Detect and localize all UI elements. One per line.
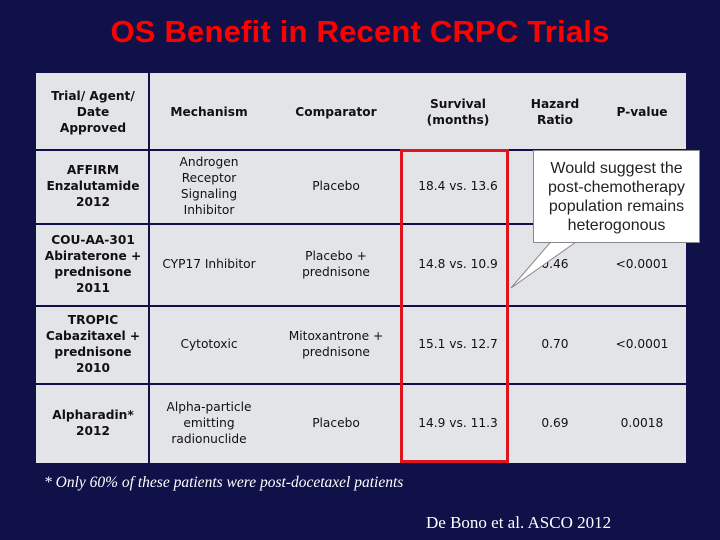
row4-pvalue: 0.0018: [620, 416, 664, 430]
row4-hazard-ratio: 0.69: [541, 416, 569, 430]
header-hazard-ratio: Hazard Ratio: [530, 97, 580, 127]
row2-comparator: Placebo + prednisone: [302, 249, 370, 279]
row2-trial: COU-AA-301 Abiraterone + prednisone 2011: [44, 233, 142, 295]
row3-hazard-ratio: 0.70: [541, 337, 569, 351]
footnote: * Only 60% of these patients were post-d…: [44, 474, 404, 491]
row4-comparator: Placebo: [312, 416, 360, 430]
row2-mechanism: CYP17 Inhibitor: [162, 257, 256, 271]
row4-survival: 14.9 vs. 11.3: [418, 416, 498, 430]
row3-pvalue: <0.0001: [615, 337, 669, 351]
column-divider: [148, 73, 150, 463]
row1-survival: 18.4 vs. 13.6: [418, 179, 498, 193]
row3-comparator: Mitoxantrone + prednisone: [288, 329, 384, 359]
survival-highlight-box: [400, 149, 509, 463]
slide-title: OS Benefit in Recent CRPC Trials: [110, 14, 610, 49]
row1-mechanism: Androgen Receptor Signaling Inhibitor: [179, 155, 239, 217]
header-mechanism: Mechanism: [170, 105, 248, 119]
row-divider: [36, 223, 686, 225]
row2-pvalue: <0.0001: [615, 257, 669, 271]
row1-comparator: Placebo: [312, 179, 360, 193]
row-divider: [36, 383, 686, 385]
trials-table: Trial/ Agent/ Date Approved Mechanism Co…: [36, 73, 686, 463]
row2-survival: 14.8 vs. 10.9: [418, 257, 498, 271]
header-survival: Survival (months): [426, 97, 490, 127]
row1-trial: AFFIRM Enzalutamide 2012: [46, 163, 140, 209]
row3-trial: TROPIC Cabazitaxel + prednisone 2010: [45, 313, 141, 375]
citation: De Bono et al. ASCO 2012: [426, 513, 612, 532]
callout-box: Would suggest the post-chemotherapy popu…: [533, 150, 700, 243]
header-comparator: Comparator: [295, 105, 377, 119]
header-trial: Trial/ Agent/ Date Approved: [51, 89, 135, 135]
row3-mechanism: Cytotoxic: [180, 337, 238, 351]
row3-survival: 15.1 vs. 12.7: [418, 337, 498, 351]
header-pvalue: P-value: [616, 105, 668, 119]
row-divider: [36, 305, 686, 307]
row4-trial: Alpharadin* 2012: [52, 408, 134, 438]
row4-mechanism: Alpha-particle emitting radionuclide: [166, 400, 252, 446]
row-divider: [36, 149, 686, 151]
